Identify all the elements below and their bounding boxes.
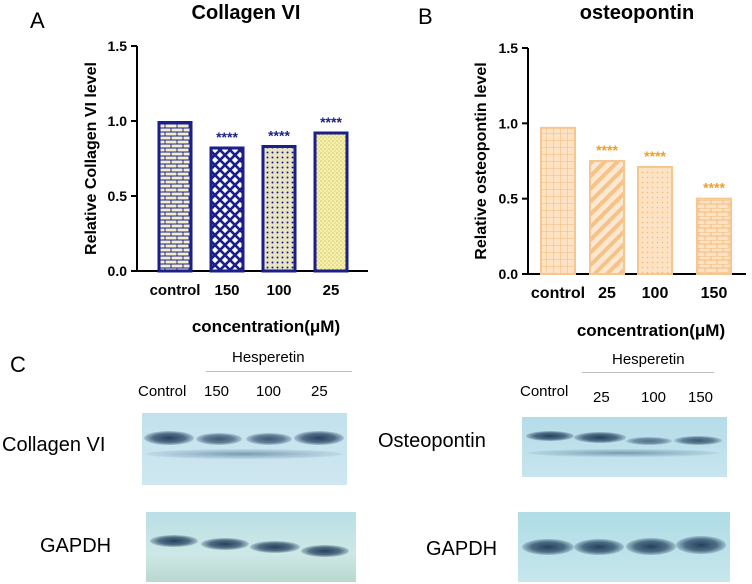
- y-tick-label: 0.0: [108, 263, 128, 279]
- significance-label: ****: [703, 180, 725, 196]
- bar: [157, 121, 193, 273]
- blot-gapdh-right: [518, 512, 730, 582]
- y-tick-label: 0.5: [499, 191, 519, 207]
- faint-band: [146, 449, 342, 459]
- bar: [209, 146, 245, 273]
- band: [294, 431, 344, 445]
- x-tick-label: 100: [266, 282, 291, 299]
- lane-label: Control: [138, 383, 187, 400]
- treatment-label-right: Hesperetin: [612, 351, 685, 368]
- y-tick-label: 1.0: [499, 115, 519, 131]
- protein-label-collagen: Collagen VI: [2, 434, 106, 456]
- loading-label-right: GAPDH: [426, 538, 498, 560]
- bar: [313, 131, 349, 273]
- blot-gapdh-left: [146, 512, 356, 582]
- panel-letter-a: A: [30, 8, 45, 33]
- lane-label: 100: [641, 389, 667, 406]
- bar: [696, 197, 732, 276]
- band: [626, 437, 672, 445]
- treatment-label-left: Hesperetin: [232, 349, 305, 366]
- significance-label: ****: [216, 129, 238, 145]
- y-tick-label: 1.0: [108, 113, 128, 129]
- band: [674, 436, 722, 445]
- band: [526, 431, 574, 441]
- band: [676, 536, 726, 554]
- lane-label: 100: [256, 383, 282, 400]
- x-tick-label: 150: [214, 282, 239, 299]
- chart-title: osteopontin: [580, 2, 694, 24]
- x-tick-label: 25: [323, 282, 340, 299]
- y-axis-label: Relative osteopontin level: [473, 62, 490, 259]
- y-axis-label: Relative Collagen VI level: [83, 62, 100, 255]
- x-tick-label: 100: [642, 285, 669, 302]
- y-tick-label: 1.5: [499, 40, 519, 56]
- band: [574, 539, 624, 555]
- y-tick-label: 0.0: [499, 266, 519, 282]
- band: [144, 431, 194, 445]
- loading-label-left: GAPDH: [40, 535, 112, 557]
- bar: [540, 126, 576, 275]
- blot-osteopontin: [522, 417, 727, 477]
- band: [246, 433, 292, 445]
- chart-title: Collagen VI: [192, 2, 301, 24]
- lane-label: 25: [311, 383, 328, 400]
- band: [250, 541, 300, 553]
- panel-letter-b: B: [418, 4, 433, 29]
- band: [522, 539, 574, 555]
- x-tick-label: control: [150, 282, 201, 299]
- x-tick-label: 150: [701, 285, 728, 302]
- lane-label: Control: [520, 383, 569, 400]
- band: [201, 538, 249, 550]
- significance-label: ****: [644, 148, 666, 164]
- protein-label-osteopontin: Osteopontin: [378, 430, 486, 452]
- band: [574, 432, 626, 443]
- bar: [261, 145, 297, 273]
- y-tick-label: 1.5: [108, 38, 128, 54]
- x-tick-label: 25: [598, 285, 616, 302]
- significance-label: ****: [596, 142, 618, 158]
- band: [626, 538, 676, 555]
- lane-label: 150: [204, 383, 230, 400]
- faint-band: [528, 449, 718, 457]
- x-axis-label: concentration(μM): [192, 317, 340, 336]
- bar: [589, 160, 625, 275]
- lane-label: 25: [593, 389, 610, 406]
- x-axis-label: concentration(μM): [577, 321, 725, 340]
- treatment-line-right: [582, 372, 714, 373]
- band: [196, 433, 242, 445]
- panel-letter-c: C: [10, 352, 26, 377]
- bar: [637, 166, 673, 276]
- band: [150, 535, 198, 547]
- significance-label: ****: [320, 114, 342, 130]
- x-tick-label: control: [531, 285, 585, 302]
- lane-label: 150: [688, 389, 714, 406]
- blot-collagen-vi: [142, 413, 347, 485]
- treatment-line-left: [206, 371, 352, 372]
- significance-label: ****: [268, 128, 290, 144]
- y-tick-label: 0.5: [108, 188, 128, 204]
- band: [301, 545, 349, 557]
